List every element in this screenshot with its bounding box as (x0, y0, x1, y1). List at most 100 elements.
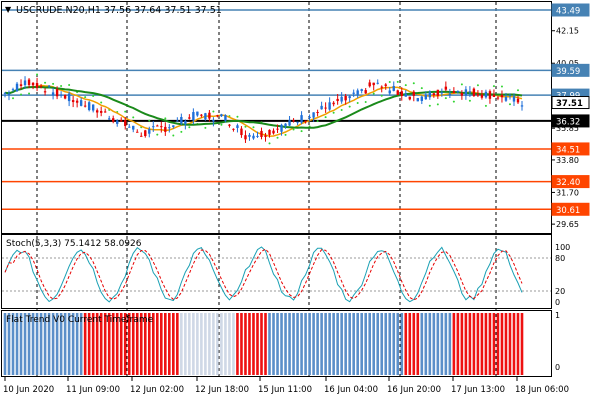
flat-trend-bar (364, 313, 367, 375)
flat-trend-bar (368, 313, 372, 375)
candle-body (416, 98, 419, 102)
flat-trend-bar (308, 313, 311, 375)
flat-trend-bar (344, 313, 347, 375)
psar-dot (460, 83, 463, 86)
candle-body (71, 100, 75, 103)
candle-body (75, 100, 79, 103)
flat-trend-bar (520, 313, 524, 375)
flat-trend-bar (3, 313, 7, 375)
psar-dot (340, 109, 343, 112)
flat-trend-bar (7, 313, 11, 375)
flat-trend-bar (83, 313, 87, 375)
time-axis-label: 10 Jun 2020 (3, 385, 54, 395)
candle-body (288, 120, 291, 126)
flat-trend-bar (192, 313, 195, 375)
candle-body (332, 102, 335, 105)
stochastic-axis-label: 20 (555, 287, 565, 296)
stochastic-axis-label: 100 (555, 243, 570, 252)
flat-trend-bar (244, 313, 247, 375)
candle-body (300, 115, 303, 123)
fast-moving-average-line (4, 84, 523, 137)
candle-body (508, 95, 512, 97)
flat-trend-bar (59, 313, 63, 375)
flat-trend-bar (276, 313, 279, 375)
flat-trend-bar (300, 313, 303, 375)
flat-trend-bar (147, 313, 151, 375)
psar-dot (396, 80, 399, 83)
candle-body (47, 85, 51, 87)
flat-trend-bar (448, 313, 452, 375)
flat-trend-bar (264, 313, 267, 375)
candle-body (112, 118, 115, 122)
candle-body (63, 94, 67, 99)
price-panel[interactable] (1, 1, 552, 234)
candle-body (95, 110, 99, 113)
candle-body (260, 130, 263, 137)
candle-body (79, 100, 83, 106)
flat-trend-bar (340, 313, 343, 375)
psar-dot (420, 87, 423, 90)
candle-body (512, 96, 516, 102)
candle-body (372, 82, 375, 86)
candle-body (476, 93, 480, 96)
candle-body (352, 92, 355, 94)
flat-trend-bar (452, 313, 456, 375)
flat-trend-bar (232, 313, 235, 375)
flat-trend-bar (67, 313, 71, 375)
candle-body (444, 86, 448, 90)
flat-trend-bar (280, 313, 283, 375)
candle-body (55, 89, 59, 97)
psar-dot (68, 84, 71, 87)
candle-body (520, 105, 524, 107)
candle-body (19, 84, 23, 86)
flat-trend-bar (416, 313, 420, 375)
flat-trend-bar (180, 313, 183, 375)
flat-trend-bar (404, 313, 408, 375)
candle-body (484, 91, 488, 98)
candle-body (272, 130, 275, 134)
price-axis-label: 33.80 (556, 156, 579, 165)
flat-trend-bar (464, 313, 468, 375)
flat-trend-bar (168, 313, 171, 375)
psar-dot (484, 104, 487, 107)
price-level-tag: 32.40 (556, 178, 580, 188)
time-axis-label: 12 Jun 02:00 (130, 385, 184, 395)
psar-dot (132, 116, 135, 119)
flat-trend-bar (480, 313, 484, 375)
psar-dot (188, 126, 191, 129)
candle-body (39, 85, 43, 87)
flat-trend-bar (139, 313, 143, 375)
flat-trend-bar (23, 313, 27, 375)
psar-dot (252, 126, 255, 129)
candle-body (336, 98, 339, 102)
flat-trend-axis: 10 (555, 311, 560, 372)
psar-dot (212, 110, 215, 113)
candlesticks (3, 76, 524, 143)
candle-body (472, 88, 476, 97)
psar-dot (20, 93, 23, 96)
flat-trend-bar (500, 313, 504, 375)
flat-trend-bar (260, 313, 263, 375)
flat-trend-bar (456, 313, 460, 375)
candle-body (328, 102, 331, 110)
candle-body (164, 126, 167, 132)
candle-body (7, 93, 11, 95)
time-axis-label: 17 Jun 13:00 (451, 385, 505, 395)
symbol-dropdown-icon[interactable]: ▼ (5, 5, 12, 14)
stochastic-panel[interactable] (1, 234, 552, 309)
candle-body (236, 125, 239, 129)
psar-dot (404, 84, 407, 87)
candle-body (492, 94, 496, 97)
flat-trend-bar (432, 313, 436, 375)
flat-trend-bar (284, 313, 287, 375)
flat-trend-title: Flat Trend V0 Current Timeframe (6, 315, 154, 325)
slow-moving-average-line (4, 85, 523, 129)
psar-dot (180, 130, 183, 133)
flat-trend-bar (111, 313, 115, 375)
flat-trend-bar (236, 313, 239, 375)
candle-body (27, 79, 31, 85)
flat-trend-bar (204, 313, 207, 375)
flat-trend-bar (412, 313, 416, 375)
